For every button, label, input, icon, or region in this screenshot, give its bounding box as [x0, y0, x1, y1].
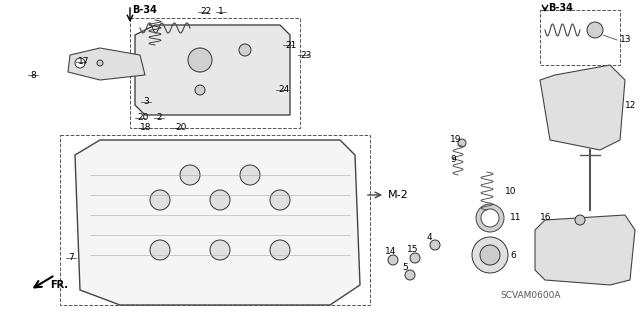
- Text: 4: 4: [427, 233, 433, 241]
- Text: 24: 24: [278, 85, 289, 94]
- Text: 21: 21: [285, 41, 296, 49]
- Text: 11: 11: [510, 213, 522, 222]
- Text: 22: 22: [200, 8, 211, 17]
- Circle shape: [150, 190, 170, 210]
- Text: 10: 10: [505, 187, 516, 196]
- Text: 23: 23: [300, 50, 312, 60]
- Bar: [60, 135, 370, 305]
- Bar: [540, 10, 620, 65]
- Circle shape: [388, 255, 398, 265]
- Circle shape: [239, 44, 251, 56]
- Circle shape: [480, 245, 500, 265]
- Polygon shape: [135, 25, 290, 115]
- Circle shape: [458, 139, 466, 147]
- Text: SCVAM0600A: SCVAM0600A: [500, 291, 561, 300]
- Polygon shape: [535, 215, 635, 285]
- Circle shape: [180, 165, 200, 185]
- Text: 17: 17: [78, 57, 90, 66]
- Text: 9: 9: [450, 155, 456, 165]
- Bar: [130, 18, 300, 128]
- Text: 15: 15: [407, 246, 419, 255]
- Text: B-34: B-34: [548, 3, 573, 13]
- Circle shape: [472, 237, 508, 273]
- Circle shape: [210, 240, 230, 260]
- Text: 7: 7: [68, 254, 74, 263]
- Text: 8: 8: [30, 70, 36, 79]
- Polygon shape: [68, 48, 145, 80]
- Text: FR.: FR.: [50, 280, 68, 290]
- Circle shape: [150, 240, 170, 260]
- Circle shape: [587, 22, 603, 38]
- Circle shape: [195, 85, 205, 95]
- Text: 13: 13: [620, 35, 632, 44]
- Text: 16: 16: [540, 213, 552, 222]
- Polygon shape: [540, 65, 625, 150]
- Circle shape: [410, 253, 420, 263]
- Circle shape: [405, 270, 415, 280]
- Text: 19: 19: [450, 136, 461, 145]
- Circle shape: [210, 190, 230, 210]
- Polygon shape: [75, 140, 360, 305]
- Text: 6: 6: [510, 250, 516, 259]
- Circle shape: [270, 190, 290, 210]
- Circle shape: [270, 240, 290, 260]
- Text: 1: 1: [218, 8, 224, 17]
- Text: 2: 2: [156, 114, 162, 122]
- Circle shape: [430, 240, 440, 250]
- Text: B-34: B-34: [132, 5, 157, 15]
- Text: 20: 20: [175, 123, 186, 132]
- Text: 18: 18: [140, 123, 152, 132]
- Text: 20: 20: [137, 114, 148, 122]
- Circle shape: [97, 60, 103, 66]
- Circle shape: [575, 215, 585, 225]
- Text: M-2: M-2: [388, 190, 409, 200]
- Circle shape: [75, 58, 85, 68]
- Text: 14: 14: [385, 248, 396, 256]
- Circle shape: [188, 48, 212, 72]
- Text: 3: 3: [143, 98, 148, 107]
- Circle shape: [240, 165, 260, 185]
- Text: 12: 12: [625, 100, 636, 109]
- Text: 5: 5: [402, 263, 408, 271]
